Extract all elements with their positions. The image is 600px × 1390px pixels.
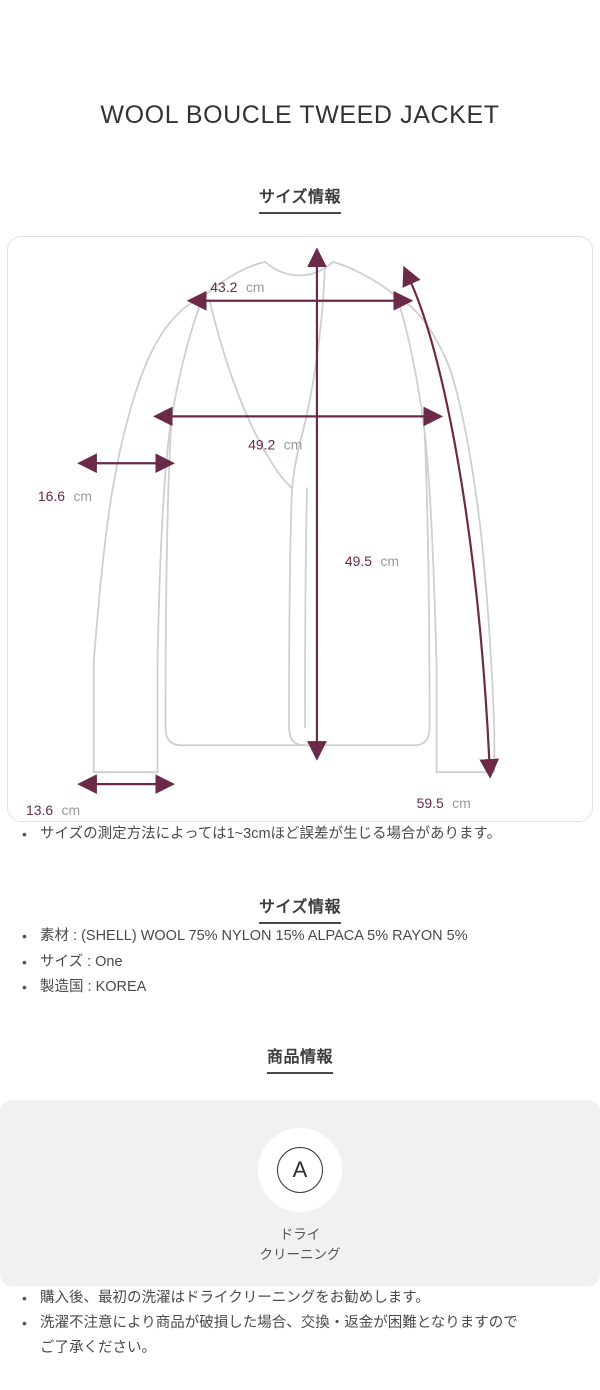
dry-clean-label-line2: クリーニング [259, 1247, 341, 1263]
measurement-diagram-card: 43.2 cm 49.2 cm 16.6 cm 49.5 cm 13.6 c [7, 236, 593, 822]
bottom-spacer [0, 1362, 600, 1386]
list-item: 購入後、最初の洗濯はドライクリーニングをお勧めします。 [0, 1286, 600, 1311]
list-item: 製造国 : KOREA [0, 975, 600, 1000]
list-item: サイズの測定方法によっては1~3cmほど誤差が生じる場合があります。 [0, 822, 600, 847]
product-section-heading-text: 商品情報 [266, 1043, 333, 1074]
dimension-lines [77, 247, 500, 794]
size-section-heading: サイズ情報 [0, 130, 600, 214]
dim-label-cuff: 13.6 cm [26, 802, 80, 819]
care-instruction-panel: A ドライ クリーニング [0, 1099, 600, 1286]
care-note-list: 購入後、最初の洗濯はドライクリーニングをお勧めします。 洗濯不注意により商品が破… [0, 1286, 600, 1362]
dim-label-length: 49.5 cm [345, 553, 399, 570]
spec-section-heading-text: サイズ情報 [258, 893, 342, 925]
spec-section-heading: サイズ情報 [0, 847, 600, 925]
spec-list: 素材 : (SHELL) WOOL 75% NYLON 15% ALPACA 5… [0, 924, 600, 1000]
jacket-outline [92, 261, 496, 774]
dim-label-chest: 49.2 cm [248, 436, 302, 453]
list-item: サイズ : One [0, 950, 600, 975]
dim-line-sleeve [402, 265, 500, 779]
dim-label-armhole: 16.6 cm [38, 488, 92, 505]
measurement-note-list: サイズの測定方法によっては1~3cmほど誤差が生じる場合があります。 [0, 822, 600, 847]
care-note-text: 購入後、最初の洗濯はドライクリーニングをお勧めします。 [40, 1289, 430, 1306]
list-item: 洗濯不注意により商品が破損した場合、交換・返金が困難となりますので ご了承くださ… [0, 1311, 600, 1362]
care-note-text-continued: ご了承ください。 [40, 1340, 156, 1357]
product-section-heading: 商品情報 [0, 1001, 600, 1074]
list-item: 素材 : (SHELL) WOOL 75% NYLON 15% ALPACA 5… [0, 924, 600, 949]
dim-label-sleeve: 59.5 cm [417, 795, 471, 812]
dry-clean-label: ドライ クリーニング [260, 1225, 341, 1267]
dim-label-shoulder: 43.2 cm [210, 279, 264, 296]
page-title: WOOL BOUCLE TWEED JACKET [100, 101, 500, 129]
size-section-heading-text: サイズ情報 [258, 183, 342, 214]
dry-clean-label-line1: ドライ [279, 1226, 321, 1242]
dry-clean-icon: A [277, 1146, 323, 1193]
dry-clean-badge: A [258, 1127, 342, 1212]
jacket-diagram-svg: 43.2 cm 49.2 cm 16.6 cm 49.5 cm 13.6 c [26, 247, 500, 819]
dimension-labels: 43.2 cm 49.2 cm 16.6 cm 49.5 cm 13.6 c [26, 279, 471, 819]
care-note-text: 洗濯不注意により商品が破損した場合、交換・返金が困難となりますので [40, 1314, 518, 1331]
